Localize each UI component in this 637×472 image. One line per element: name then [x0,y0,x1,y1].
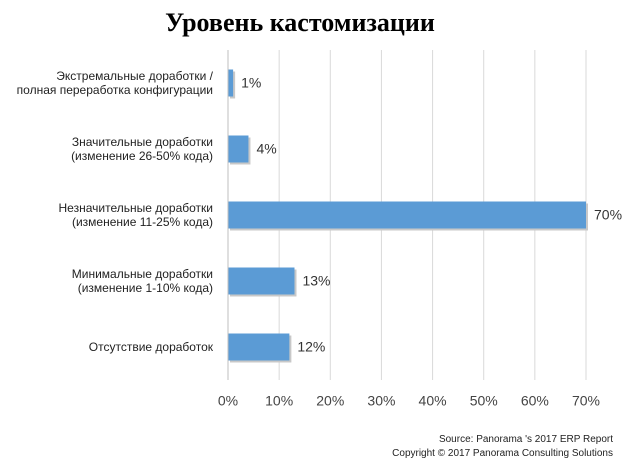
y-tick-label: Экстремальные доработки / полная перераб… [16,69,213,97]
x-tick-label: 20% [316,393,344,409]
x-tick-label: 40% [419,393,447,409]
value-label: 13% [302,273,330,289]
x-tick-label: 30% [367,393,395,409]
x-tick-label: 0% [218,393,238,409]
chart-title: Уровень кастомизации [165,8,435,37]
y-tick-label: Значительные доработки (изменение 26-50%… [71,135,213,163]
bar [228,333,290,361]
value-label: 4% [256,141,276,157]
x-tick-label: 70% [572,393,600,409]
bar [228,135,249,163]
bar [228,267,295,295]
value-label: 12% [297,339,325,355]
x-tick-label: 60% [521,393,549,409]
y-tick-label: Минимальные доработки (изменение 1-10% к… [71,267,213,295]
y-tick-label: Отсутствие доработок [88,340,213,354]
copyright: Copyright © 2017 Panorama Consulting Sol… [392,448,613,459]
bar [228,69,234,97]
bar [228,201,586,229]
value-label: 70% [594,207,622,223]
source: Source: Panorama 's 2017 ERP Report [438,434,613,445]
x-tick-label: 10% [265,393,293,409]
y-tick-label: Незначительные доработки (изменение 11-2… [58,201,213,229]
value-label: 1% [241,75,261,91]
x-tick-label: 50% [470,393,498,409]
